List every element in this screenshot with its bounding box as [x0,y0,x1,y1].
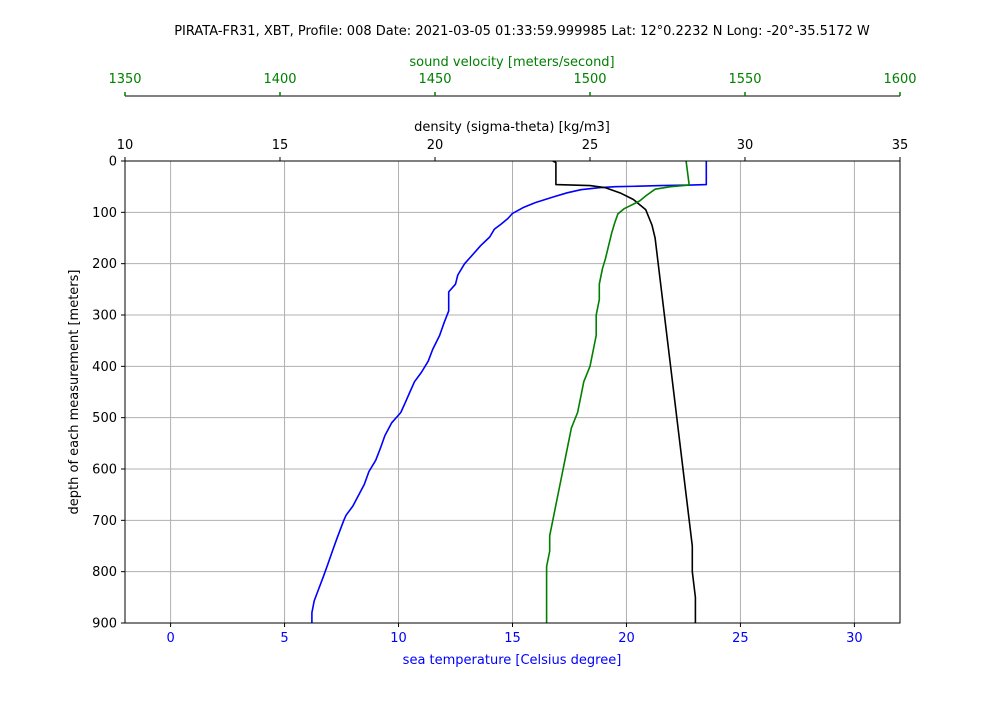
density-tick-label: 35 [892,138,909,153]
temperature-axis-label: sea temperature [Celsius degree] [403,653,622,668]
density-tick-label: 10 [117,138,134,153]
temperature-tick-label: 5 [280,631,288,646]
sound-velocity-tick-label: 1550 [728,72,761,87]
y-axis-label: depth of each measurement [meters] [67,270,82,515]
sound-velocity-tick-label: 1600 [883,72,916,87]
sound-velocity-tick-label: 1500 [573,72,606,87]
sound-velocity-tick-label: 1350 [108,72,141,87]
chart-title: PIRATA-FR31, XBT, Profile: 008 Date: 202… [174,24,870,39]
temperature-tick-label: 30 [846,631,863,646]
temperature-tick-label: 25 [732,631,749,646]
density-tick-label: 15 [272,138,289,153]
sound-velocity-tick-label: 1450 [418,72,451,87]
axes-layer: 0 100 200 300 400 500 600 700 800 900 0 5 10 15 20 25 30… [92,72,916,646]
temperature-tick-label: 0 [166,631,174,646]
sound-velocity-tick-label: 1400 [263,72,296,87]
y-tick-label: 600 [92,463,117,478]
density-tick-label: 20 [427,138,444,153]
y-tick-label: 100 [92,206,117,221]
sound-velocity-line [545,160,690,623]
y-tick-label: 900 [92,617,117,632]
y-tick-label: 200 [92,257,117,272]
y-tick-label: 400 [92,360,117,375]
density-tick-label: 30 [737,138,754,153]
temperature-tick-label: 20 [618,631,635,646]
y-tick-label: 700 [92,514,117,529]
series-layer [311,160,708,623]
sound-velocity-axis-label: sound velocity [meters/second] [409,55,614,70]
density-axis-label: density (sigma-theta) [kg/m3] [414,120,610,135]
y-tick-label: 300 [92,309,117,324]
density-line [552,160,697,623]
temperature-tick-label: 15 [504,631,521,646]
temperature-tick-label: 10 [390,631,407,646]
grid-layer [125,160,900,624]
density-tick-label: 25 [582,138,599,153]
y-tick-label: 800 [92,565,117,580]
y-tick-label: 500 [92,411,117,426]
y-tick-label: 0 [109,155,117,170]
temperature-line [311,161,708,623]
